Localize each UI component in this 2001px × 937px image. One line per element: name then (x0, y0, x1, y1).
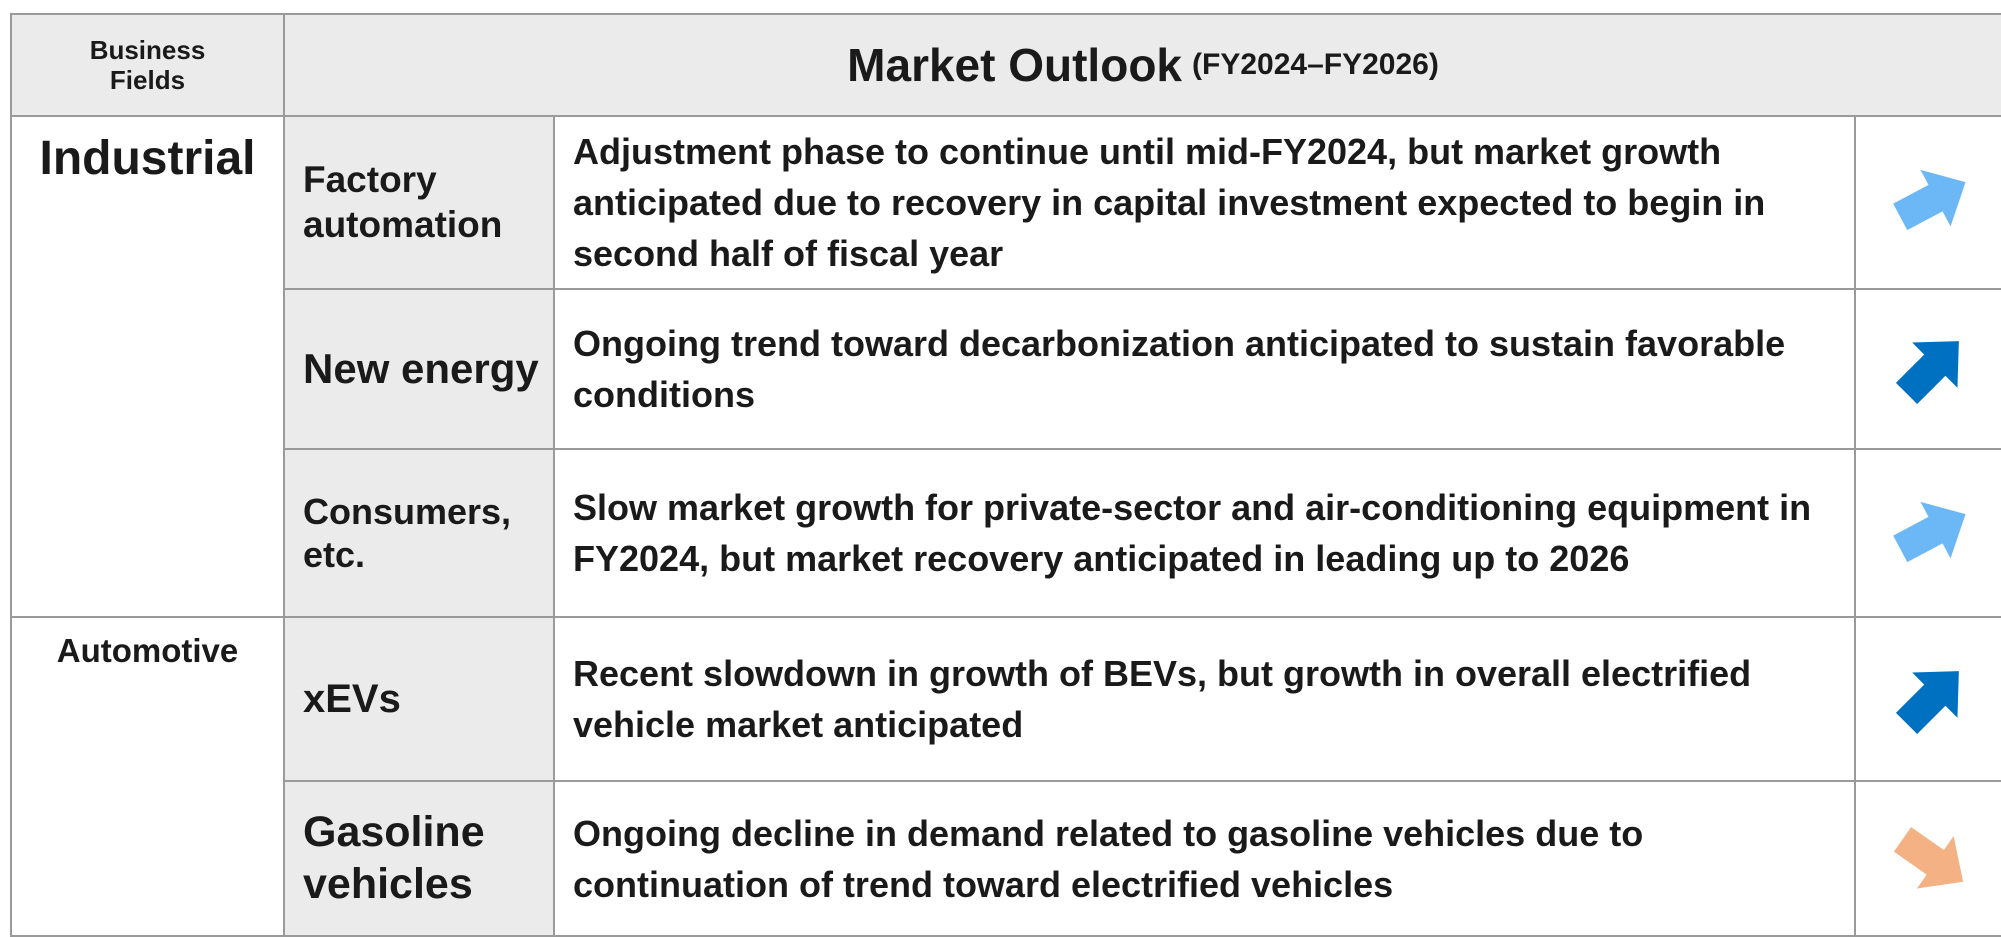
title: Market Outlook (847, 39, 1182, 91)
outlook-text: Recent slowdown in growth of BEVs, but g… (573, 653, 1752, 745)
fields-header: Business Fields (10, 13, 285, 117)
field-text: Consumers, etc. (303, 490, 512, 575)
outlook: Adjustment phase to continue until mid-F… (553, 115, 1856, 290)
field: xEVs (283, 616, 555, 782)
field-text: New energy (303, 344, 539, 392)
arrow-up-right (1885, 485, 1981, 578)
period: (FY2024–FY2026) (1192, 48, 1439, 81)
outlook: Ongoing trend toward decarbonization ant… (553, 288, 1856, 450)
field: Gasoline vehicles (283, 780, 555, 937)
field: New energy (283, 288, 555, 450)
group-text: Automotive (56, 632, 239, 669)
group-text: Industrial (39, 132, 256, 185)
outlook-text: Adjustment phase to continue until mid-F… (573, 131, 1766, 274)
outlook-text: Ongoing trend toward decarbonization ant… (573, 323, 1786, 415)
arrow-up-right (1885, 153, 1981, 246)
fields-header-text: Business Fields (89, 35, 206, 95)
arrow-down-right (1884, 813, 1982, 909)
outlook-text: Slow market growth for private-sector an… (573, 487, 1812, 579)
arrow-up (1883, 648, 1982, 747)
field-text: xEVs (303, 677, 401, 721)
outlook: Ongoing decline in demand related to gas… (553, 780, 1856, 937)
outlook-text: Ongoing decline in demand related to gas… (573, 812, 1644, 905)
outlook: Slow market growth for private-sector an… (553, 448, 1856, 618)
arrow-up (1883, 318, 1982, 417)
field-text: Factory automation (303, 159, 503, 245)
field-text: Gasoline vehicles (303, 807, 485, 908)
field: Consumers, etc. (283, 448, 555, 618)
